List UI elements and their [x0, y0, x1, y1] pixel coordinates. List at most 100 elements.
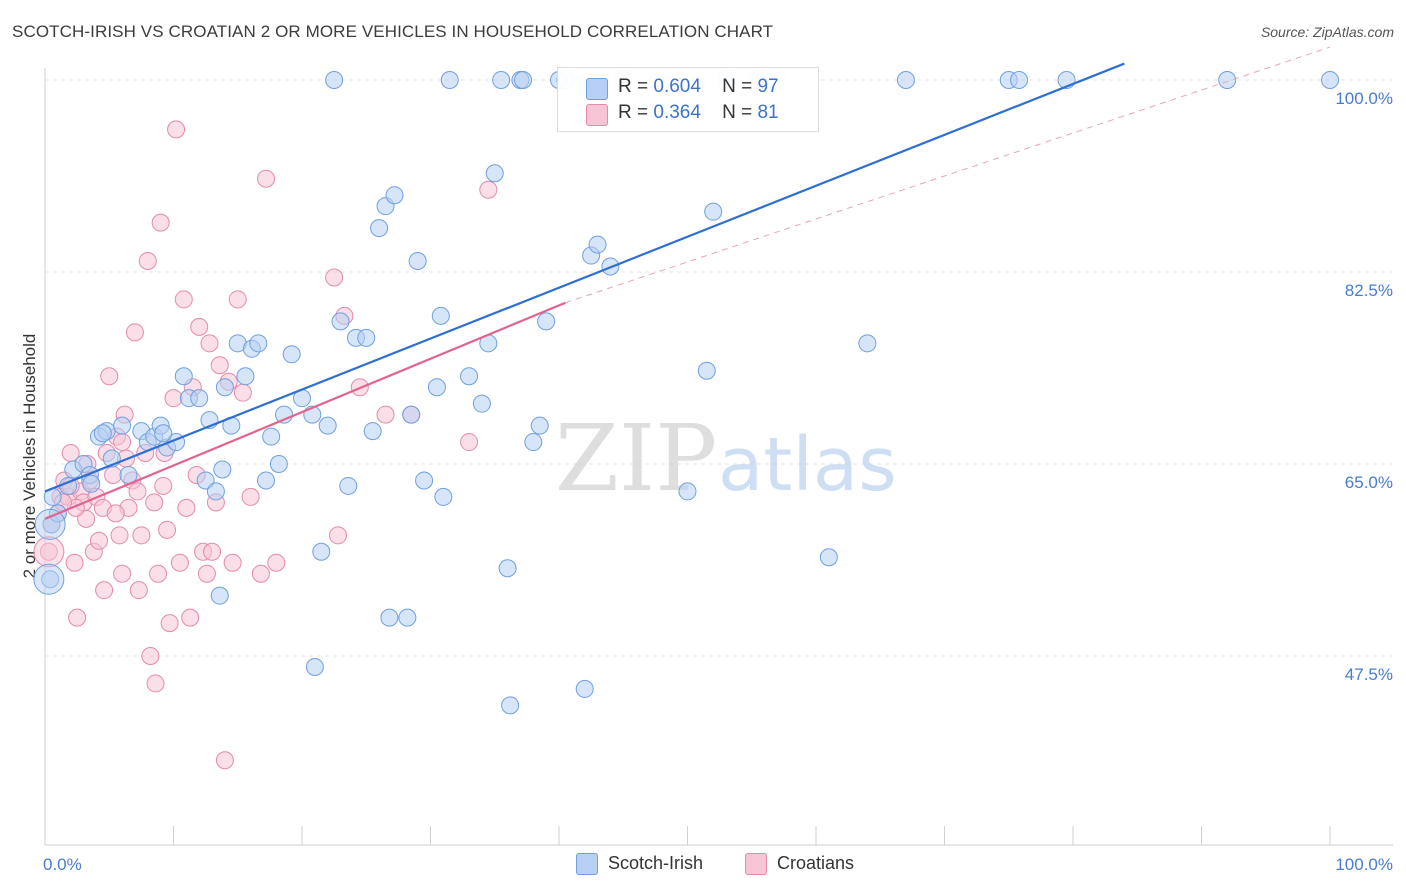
point-scotch-irish: [678, 482, 697, 501]
point-scotch-irish: [236, 367, 255, 386]
point-croatians: [203, 542, 222, 561]
gridlines: [45, 79, 1393, 657]
point-scotch-irish: [325, 71, 344, 89]
point-croatians: [89, 531, 108, 550]
point-croatians: [65, 553, 84, 572]
point-scotch-irish: [93, 424, 112, 443]
trend-line-croatians-extension: [565, 46, 1331, 304]
tick-labels: 47.5% 65.0% 82.5% 100.0% 0.0% 100.0%: [43, 89, 1393, 874]
point-croatians: [146, 674, 165, 693]
point-croatians: [129, 581, 148, 600]
point-croatians: [460, 433, 479, 452]
point-scotch-irish: [206, 482, 225, 501]
point-croatians: [233, 383, 252, 402]
point-croatians-large: [33, 536, 65, 568]
point-croatians: [138, 252, 157, 271]
source-label: Source: ZipAtlas.com: [1260, 24, 1394, 40]
point-scotch-irish: [174, 367, 193, 386]
legend-swatch-croatians: [586, 104, 608, 126]
point-scotch-irish: [249, 334, 268, 353]
legend-n-value: 81: [757, 102, 779, 123]
point-croatians: [177, 498, 196, 517]
point-scotch-irish: [575, 679, 594, 698]
legend-r-value: 0.364: [653, 102, 701, 123]
trend-line-croatians: [44, 301, 566, 520]
point-scotch-irish: [331, 312, 350, 331]
legend-n-label: N =: [722, 102, 753, 123]
point-croatians: [479, 180, 498, 199]
point-croatians: [251, 564, 270, 583]
axes: [44, 68, 1393, 846]
point-scotch-irish: [257, 471, 276, 490]
point-scotch-irish: [357, 328, 376, 347]
point-scotch-irish: [210, 586, 229, 605]
y-tick-label: 82.5%: [1345, 281, 1393, 300]
x-tick-label: 0.0%: [43, 855, 82, 874]
point-scotch-irish-large: [33, 563, 65, 595]
bottom-legend-swatch-scotch-irish: [576, 853, 598, 875]
point-croatians: [145, 493, 164, 512]
point-scotch-irish: [588, 235, 607, 254]
point-scotch-irish: [460, 367, 479, 386]
y-tick-label: 100.0%: [1335, 89, 1393, 108]
point-croatians: [210, 356, 229, 375]
point-scotch-irish: [485, 164, 504, 183]
point-croatians: [164, 389, 183, 408]
point-scotch-irish: [524, 433, 543, 452]
point-scotch-irish: [380, 608, 399, 627]
chart-title: SCOTCH-IRISH VS CROATIAN 2 OR MORE VEHIC…: [12, 22, 774, 41]
point-croatians: [197, 564, 216, 583]
point-scotch-irish: [190, 389, 209, 408]
legend-n-value: 97: [757, 76, 779, 97]
point-scotch-irish: [1010, 71, 1029, 89]
point-scotch-irish: [262, 427, 281, 446]
point-scotch-irish: [819, 548, 838, 567]
trend-line-scotch-irish: [44, 62, 1125, 493]
legend-r-label: R =: [618, 76, 649, 97]
legend-swatch-scotch-irish: [586, 78, 608, 100]
point-croatians: [68, 608, 87, 627]
legend-r-label: R =: [618, 102, 649, 123]
point-scotch-irish: [215, 378, 234, 397]
point-scotch-irish: [1218, 71, 1237, 89]
point-scotch-irish: [697, 361, 716, 380]
watermark: ZIP atlas: [555, 405, 897, 512]
point-croatians: [104, 465, 123, 484]
point-croatians: [223, 553, 242, 572]
trend-lines: [44, 46, 1331, 520]
point-scotch-irish: [514, 71, 533, 89]
point-scotch-irish: [305, 657, 324, 676]
point-croatians: [125, 323, 144, 342]
point-croatians: [95, 581, 114, 600]
point-scotch-irish: [472, 394, 491, 413]
bottom-legend-label-scotch-irish: Scotch-Irish: [608, 853, 704, 873]
point-scotch-irish: [1321, 71, 1339, 89]
point-scotch-irish: [196, 471, 215, 490]
point-scotch-irish: [402, 405, 421, 424]
point-scotch-irish: [113, 416, 132, 435]
point-croatians: [200, 334, 219, 353]
point-croatians: [106, 504, 125, 523]
point-croatians: [77, 509, 96, 528]
series-scotch-irish-points: [33, 71, 1339, 715]
legend: R = 0.604 N = 97 R = 0.364 N = 81: [557, 67, 819, 132]
point-scotch-irish: [154, 424, 173, 443]
point-scotch-irish: [530, 416, 549, 435]
point-croatians: [190, 317, 209, 336]
point-croatians: [257, 169, 276, 188]
point-scotch-irish: [427, 378, 446, 397]
point-croatians: [376, 405, 395, 424]
point-croatians: [325, 268, 344, 287]
point-croatians: [113, 433, 132, 452]
point-scotch-irish: [213, 460, 232, 479]
point-croatians: [110, 526, 129, 545]
bottom-legend-swatch-croatians: [745, 853, 767, 875]
point-scotch-irish: [537, 312, 556, 331]
point-scotch-irish: [398, 608, 417, 627]
point-scotch-irish: [431, 306, 450, 325]
point-croatians: [149, 564, 168, 583]
point-scotch-irish: [434, 487, 453, 506]
point-croatians: [267, 553, 286, 572]
point-scotch-irish: [282, 345, 301, 364]
